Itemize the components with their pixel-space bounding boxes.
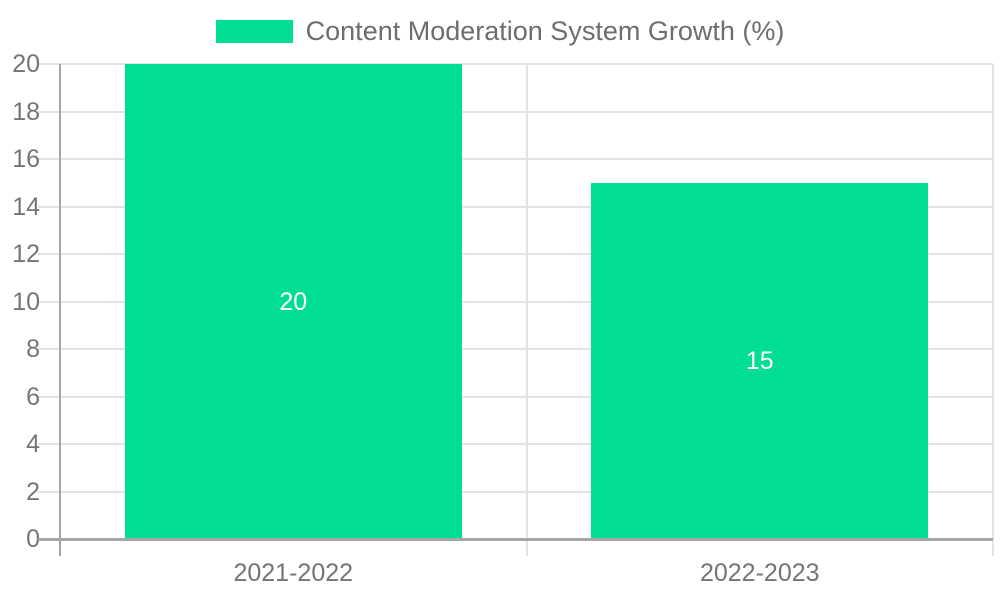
- bar-value-label: 15: [745, 346, 774, 375]
- y-gridline: [38, 395, 993, 398]
- legend: Content Moderation System Growth (%): [0, 18, 1000, 45]
- y-tick-label: 18: [12, 97, 40, 126]
- x-boundary-line: [992, 64, 994, 556]
- y-gridline: [38, 253, 993, 255]
- y-tick-label: 6: [26, 382, 40, 411]
- y-gridline: [38, 490, 993, 493]
- y-tick-label: 0: [26, 525, 40, 553]
- x-tick-label: 2021-2022: [233, 559, 354, 587]
- y-gridline: [38, 63, 993, 65]
- x-tick-label: 2022-2023: [699, 559, 820, 587]
- y-gridline: [38, 110, 993, 113]
- legend-label: Content Moderation System Growth (%): [305, 16, 785, 46]
- x-axis-line: [38, 537, 993, 541]
- y-gridline: [38, 205, 993, 208]
- y-gridline: [38, 300, 993, 303]
- y-tick-label: 14: [12, 192, 40, 221]
- bar-value-label: 20: [279, 287, 308, 316]
- y-tick-label: 2: [26, 477, 40, 506]
- bar-2021-2022: 20: [124, 64, 462, 539]
- x-boundary-line: [525, 64, 528, 556]
- y-gridline: [38, 158, 993, 160]
- bar-2022-2023: 15: [591, 182, 929, 539]
- y-tick-label: 10: [12, 287, 40, 316]
- y-gridline: [38, 348, 993, 350]
- y-tick-label: 12: [12, 240, 40, 268]
- y-tick-label: 4: [26, 430, 40, 458]
- y-tick-label: 20: [12, 50, 40, 78]
- y-axis-line: [59, 64, 61, 556]
- legend-swatch: [215, 20, 293, 43]
- y-gridline: [38, 443, 993, 445]
- y-tick-label: 16: [12, 145, 40, 173]
- y-tick-label: 8: [26, 335, 40, 363]
